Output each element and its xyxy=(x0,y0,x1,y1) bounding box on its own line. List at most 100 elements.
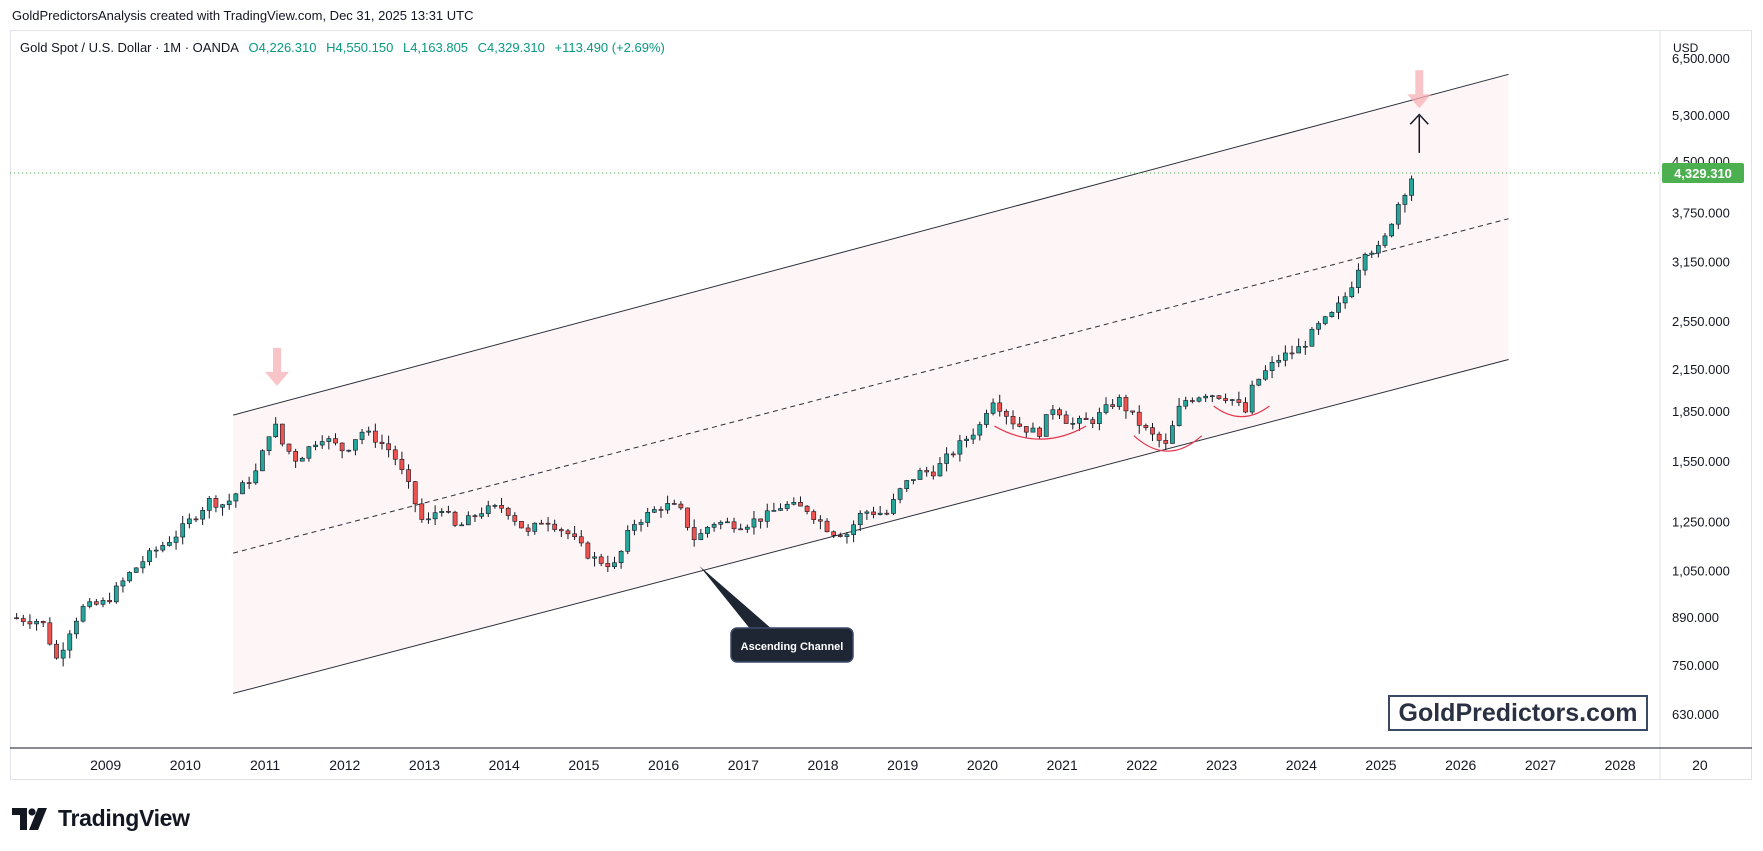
candle-body xyxy=(897,488,903,500)
candle-body xyxy=(738,528,744,531)
candle-body xyxy=(60,649,66,659)
candle-body xyxy=(173,536,179,543)
candle-body xyxy=(1163,440,1169,444)
candle-body xyxy=(306,446,312,459)
candle-body xyxy=(472,515,478,517)
candle-body xyxy=(831,531,837,536)
currency-label[interactable]: USD xyxy=(1673,41,1699,55)
y-tick-label: 6,500.000 xyxy=(1672,51,1730,66)
candle-body xyxy=(1229,399,1235,401)
y-tick-label: 750.000 xyxy=(1672,658,1719,673)
candle-body xyxy=(651,509,657,513)
candle-body xyxy=(725,521,730,524)
candle-body xyxy=(1057,409,1062,416)
candle-body xyxy=(353,439,358,451)
candle-body xyxy=(1402,195,1408,205)
candle-body xyxy=(625,530,631,552)
x-tick-label: 2019 xyxy=(887,757,918,773)
tradingview-logo[interactable]: TradingView xyxy=(12,805,190,832)
x-tick-label: 2020 xyxy=(967,757,998,773)
candle-body xyxy=(1010,416,1016,425)
y-tick-label: 3,150.000 xyxy=(1672,254,1730,269)
candle-body xyxy=(339,442,345,452)
candle-body xyxy=(645,511,651,523)
candle-body xyxy=(658,509,664,511)
x-tick-label: 2017 xyxy=(728,757,759,773)
candle-body xyxy=(904,480,910,489)
candle-body xyxy=(671,503,677,505)
candle-body xyxy=(1063,414,1069,424)
candle-body xyxy=(80,606,86,622)
pink-down-arrow-2011 xyxy=(265,347,290,386)
candle-body xyxy=(100,600,106,605)
ohlc-change: +113.490 (+2.69%) xyxy=(554,40,665,55)
candle-body xyxy=(452,511,458,526)
y-tick-label: 1,050.000 xyxy=(1672,563,1730,578)
candle-body xyxy=(1249,384,1255,413)
candle-body xyxy=(585,542,591,559)
candle-body xyxy=(87,601,93,607)
candle-body xyxy=(917,470,923,480)
tradingview-wordmark: TradingView xyxy=(58,805,190,831)
candle-body xyxy=(293,451,298,462)
candle-body xyxy=(246,482,252,484)
y-tick-label: 1,850.000 xyxy=(1672,404,1730,419)
candle-body xyxy=(485,505,491,514)
candle-body xyxy=(67,633,73,651)
callout-pointer xyxy=(699,565,773,630)
rounding-bottom-arc-2 xyxy=(1133,435,1203,452)
candle-body xyxy=(260,450,265,472)
candle-body xyxy=(1309,328,1315,347)
candle-body xyxy=(818,519,823,522)
x-tick-label: 2024 xyxy=(1286,757,1317,773)
channel-upper-line xyxy=(233,73,1509,416)
candle-body xyxy=(133,567,139,573)
candle-body xyxy=(758,518,763,522)
pink-down-arrow-2011-shape xyxy=(265,347,290,386)
candle-body xyxy=(964,438,969,441)
candle-body xyxy=(319,441,325,446)
candle-body xyxy=(851,524,856,535)
candle-body xyxy=(605,563,611,568)
candle-body xyxy=(27,621,33,625)
candle-body xyxy=(313,444,318,447)
candle-body xyxy=(665,503,670,511)
candle-body xyxy=(558,529,564,532)
candle-body xyxy=(1302,345,1308,348)
candle-body xyxy=(1336,302,1341,313)
x-tick-label: 2015 xyxy=(568,757,599,773)
candle-body xyxy=(299,457,305,462)
candle-body xyxy=(147,550,152,562)
candle-body xyxy=(598,556,604,564)
candle-body xyxy=(406,469,411,482)
candle-body xyxy=(153,549,159,552)
candle-body xyxy=(957,440,963,455)
candle-body xyxy=(977,424,983,436)
candle-body xyxy=(233,493,239,502)
candle-body xyxy=(572,533,577,538)
candle-body xyxy=(1316,323,1321,330)
candle-body xyxy=(220,504,225,508)
candle-body xyxy=(459,524,465,527)
candle-body xyxy=(113,585,119,603)
candle-body xyxy=(1203,395,1209,399)
x-tick-label: 2021 xyxy=(1047,757,1078,773)
candle-body xyxy=(1103,404,1109,413)
rounding-bottom-arc-1 xyxy=(994,425,1087,440)
candle-body xyxy=(764,510,770,522)
candle-body xyxy=(107,600,112,603)
candle-body xyxy=(1004,410,1009,417)
candle-body xyxy=(771,510,777,512)
candle-body xyxy=(937,463,943,477)
symbol-name[interactable]: Gold Spot / U.S. Dollar · 1M · OANDA xyxy=(20,40,239,55)
y-tick-label: 2,550.000 xyxy=(1672,314,1730,329)
candle-body xyxy=(446,510,451,513)
candle-body xyxy=(1023,426,1029,433)
candle-body xyxy=(632,524,637,531)
ohlc-close: C4,329.310 xyxy=(477,40,545,55)
candle-body xyxy=(1289,352,1295,355)
candle-body xyxy=(140,561,146,569)
candle-body xyxy=(592,556,597,559)
candle-body xyxy=(997,402,1003,412)
